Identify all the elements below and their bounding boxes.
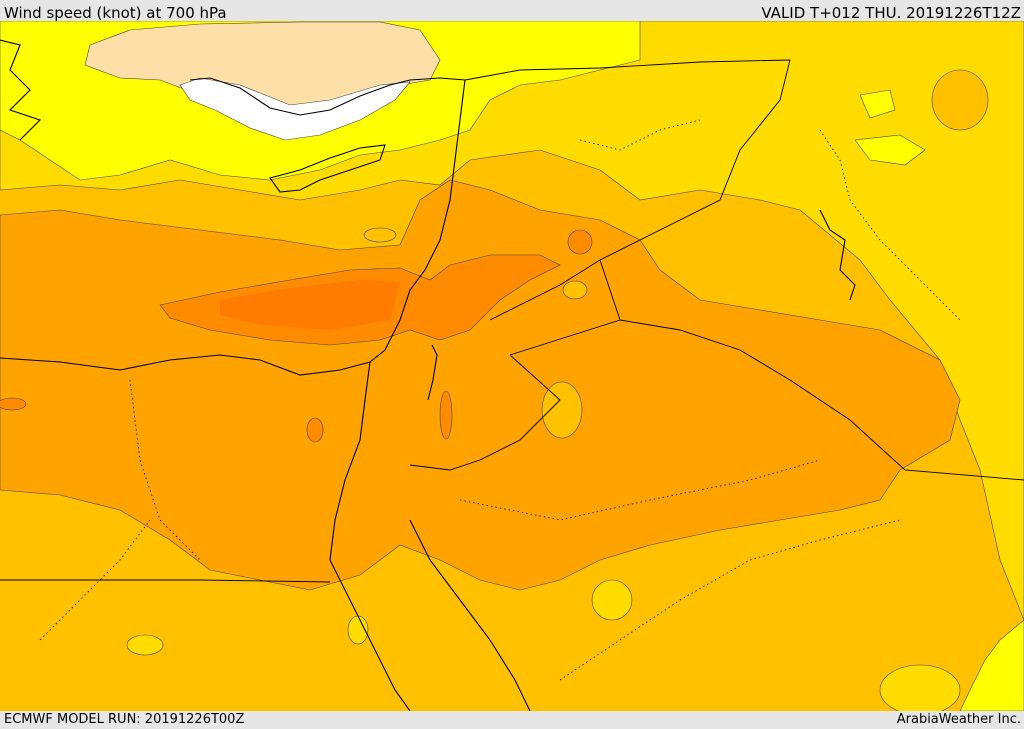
- cyprus: [269, 144, 386, 193]
- red-sea-east: [409, 519, 531, 711]
- model-run: ECMWF MODEL RUN: 20191226T00Z: [4, 712, 245, 727]
- strongest-patch: [220, 280, 400, 330]
- egypt-sudan-border: [0, 579, 331, 583]
- wind-speed-map[interactable]: [0, 21, 1024, 711]
- iraq-iran-border: [639, 59, 791, 241]
- saudi-north-border: [509, 259, 621, 356]
- calm-core: [179, 77, 411, 141]
- valid-time: VALID T+012 THU. 20191226T12Z: [761, 4, 1021, 22]
- amber-patch-5: [126, 634, 164, 656]
- amber-patch-6: [363, 227, 397, 243]
- amber-patch-8: [879, 664, 961, 711]
- levant-coast: [369, 79, 466, 363]
- map-title: Wind speed (knot) at 700 hPa: [4, 4, 227, 22]
- strong-patch-west: [0, 397, 27, 411]
- credit: ArabiaWeather Inc.: [896, 712, 1021, 727]
- gulf-of-suez: [329, 361, 371, 561]
- admin-boundaries: [39, 119, 961, 681]
- amber-patch-2: [541, 381, 583, 439]
- anatolia-coast: [189, 77, 466, 116]
- red-sea-west: [329, 559, 411, 711]
- iraq-saudi-border: [619, 319, 1024, 481]
- aegean-coast: [0, 39, 42, 141]
- jordan-saudi-border: [409, 354, 561, 471]
- yellow-band-east: [959, 619, 1024, 711]
- egypt-coast: [0, 354, 371, 376]
- amber-patch-7: [931, 69, 989, 131]
- strong-patch-sinai: [306, 417, 324, 443]
- map-footer: ECMWF MODEL RUN: 20191226T00Z ArabiaWeat…: [0, 711, 1024, 729]
- amber-patch-3: [591, 579, 633, 621]
- country-borders: [0, 59, 1024, 583]
- map-header: Wind speed (knot) at 700 hPa VALID T+012…: [0, 3, 1024, 23]
- turkey-syria-border: [464, 59, 791, 81]
- coastlines: [0, 39, 856, 711]
- strong-patch-syria: [567, 229, 593, 255]
- syria-iraq-border: [489, 239, 641, 321]
- dead-sea: [427, 344, 438, 401]
- strong-patch-jordan: [439, 390, 453, 440]
- persian-gulf: [819, 209, 856, 301]
- yellow-patch-east: [854, 89, 926, 166]
- orange-band: [0, 179, 961, 591]
- amber-patch-1: [562, 280, 588, 300]
